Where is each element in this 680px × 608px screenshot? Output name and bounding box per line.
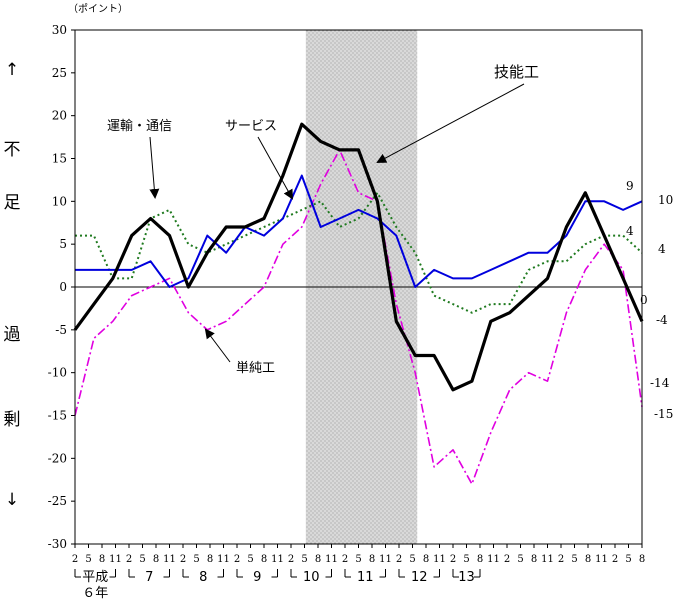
year-label: 8 — [199, 570, 207, 585]
y-tick-label: 5 — [59, 237, 67, 251]
x-tick-label: 5 — [301, 554, 307, 565]
year-label: 13 — [458, 570, 475, 585]
x-tick-label: 2 — [72, 554, 78, 565]
x-tick-label: 2 — [558, 554, 564, 565]
x-tick-label: 5 — [139, 554, 145, 565]
end-value-label: 0 — [640, 293, 648, 307]
x-tick-label: 8 — [531, 554, 537, 565]
year-label: 11 — [357, 570, 374, 585]
x-tick-label: 5 — [193, 554, 199, 565]
series-line — [74, 149, 643, 485]
x-tick-label: 5 — [85, 554, 91, 565]
x-tick-label: 5 — [463, 554, 469, 565]
series-label-service: サービス — [225, 119, 277, 134]
x-tick-label: 11 — [379, 554, 392, 565]
x-tick-label: 2 — [504, 554, 510, 565]
y-side-label: ↑ — [5, 60, 19, 80]
y-side-label: 不 — [4, 140, 21, 160]
y-tick-label: -5 — [55, 323, 67, 337]
arrow-simple-labor — [204, 328, 231, 363]
x-tick-label: 11 — [109, 554, 122, 565]
x-tick-label: 8 — [369, 554, 375, 565]
x-tick-label: 2 — [342, 554, 348, 565]
x-tick-label: 8 — [207, 554, 213, 565]
y-tick-label: 30 — [52, 23, 67, 37]
y-side-label: 足 — [4, 193, 21, 213]
x-tick-label: 8 — [99, 554, 105, 565]
arrow-skill — [376, 83, 525, 163]
y-tick-label: 15 — [52, 152, 67, 166]
x-tick-label: 11 — [595, 554, 608, 565]
arrow-transport — [149, 136, 160, 199]
y-tick-label: 0 — [59, 280, 67, 294]
y-tick-label: 10 — [52, 194, 67, 208]
x-tick-label: 11 — [271, 554, 284, 565]
x-tick-label: 8 — [261, 554, 267, 565]
year-label: 平成 — [82, 570, 108, 585]
year-label: 10 — [303, 570, 320, 585]
series-line — [75, 174, 643, 288]
x-tick-label: 2 — [450, 554, 456, 565]
x-tick-label: 2 — [234, 554, 240, 565]
x-tick-label: 5 — [517, 554, 523, 565]
x-tick-label: 2 — [612, 554, 618, 565]
y-tick-label: -10 — [48, 366, 67, 380]
x-tick-label: 5 — [571, 554, 577, 565]
x-tick-label: 11 — [217, 554, 230, 565]
y-side-label: 剰 — [4, 410, 21, 430]
x-tick-label: 5 — [247, 554, 253, 565]
series-label-transport: 運輸・通信 — [107, 119, 172, 134]
x-tick-label: 8 — [585, 554, 591, 565]
end-value-label: -14 — [650, 376, 670, 390]
y-tick-label: -15 — [48, 409, 67, 423]
y-tick-label: -20 — [48, 451, 67, 465]
x-tick-label: 8 — [153, 554, 159, 565]
y-unit-label: （ポイント） — [68, 3, 128, 15]
x-tick-label: 2 — [126, 554, 132, 565]
year-sublabel: ６年 — [82, 586, 108, 601]
x-tick-label: 11 — [433, 554, 446, 565]
series-line — [73, 122, 644, 392]
plot-frame — [74, 29, 643, 545]
x-tick-label: 11 — [487, 554, 500, 565]
x-tick-label: 11 — [163, 554, 176, 565]
x-tick-label: 8 — [477, 554, 483, 565]
year-label: 12 — [411, 570, 428, 585]
arrow-service — [257, 136, 293, 200]
end-value-label: 10 — [658, 193, 673, 207]
x-tick-label: 5 — [625, 554, 631, 565]
x-tick-label: 8 — [639, 554, 645, 565]
x-tick-label: 2 — [396, 554, 402, 565]
series-line — [75, 191, 643, 314]
series-label-skill: 技能工 — [494, 63, 539, 81]
x-tick-label: 2 — [288, 554, 294, 565]
end-value-label: -4 — [656, 313, 668, 327]
y-tick-label: 20 — [52, 109, 67, 123]
end-value-label: 4 — [626, 224, 634, 238]
x-tick-label: 8 — [423, 554, 429, 565]
x-tick-label: 11 — [325, 554, 338, 565]
year-label: 9 — [253, 570, 261, 585]
y-side-label: 過 — [4, 325, 21, 345]
y-side-label: ↓ — [5, 490, 19, 510]
y-tick-label: 25 — [52, 66, 67, 80]
x-tick-label: 5 — [355, 554, 361, 565]
x-tick-label: 5 — [409, 554, 415, 565]
end-value-label: -15 — [654, 407, 673, 421]
y-tick-label: -30 — [48, 537, 67, 551]
x-tick-label: 2 — [180, 554, 186, 565]
y-tick-label: -25 — [48, 494, 67, 508]
year-label: 7 — [145, 570, 153, 585]
end-value-label: 9 — [626, 179, 634, 193]
end-value-label: 4 — [658, 242, 666, 256]
series-label-simple-labor: 単純工 — [236, 360, 275, 376]
x-tick-label: 8 — [315, 554, 321, 565]
x-tick-label: 11 — [541, 554, 554, 565]
